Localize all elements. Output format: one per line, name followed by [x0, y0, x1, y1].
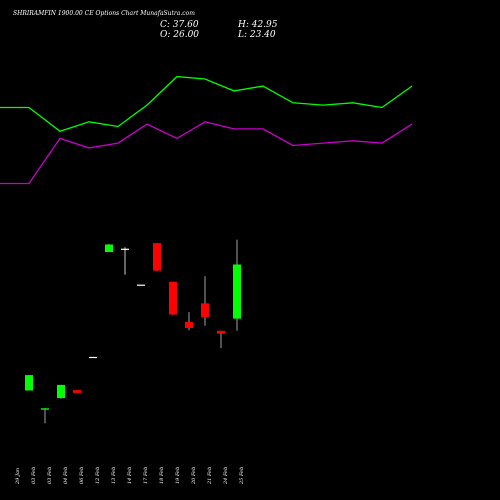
x-tick-label: 19 Feb	[175, 467, 181, 484]
x-tick-label: 13 Feb	[111, 467, 117, 484]
high-value: H: 42.95	[238, 20, 278, 30]
candle-6	[105, 244, 113, 252]
x-tick-label: 12 Feb	[95, 467, 101, 484]
x-tick-label: 25 Feb	[239, 467, 245, 485]
x-tick-label: 18 Feb	[159, 467, 165, 484]
candle-1	[25, 375, 33, 391]
candle-body	[137, 284, 145, 286]
candle-13	[217, 330, 225, 349]
candle-11	[185, 312, 193, 331]
candle-12	[201, 276, 209, 326]
chart-title: SHRIRAMFIN 1900.00 CE Options Chart Muna…	[13, 10, 195, 17]
x-tick-label: 03 Feb	[47, 467, 53, 484]
candle-body	[201, 303, 209, 318]
candle-5	[89, 356, 97, 359]
candle-body	[41, 408, 49, 410]
candle-body	[57, 384, 65, 398]
close-value: C: 37.60	[160, 20, 199, 30]
candle-body	[73, 390, 81, 393]
x-tick-label: 29 Jan	[15, 468, 21, 485]
x-tick-label: 24 Feb	[223, 467, 229, 485]
candle-10	[169, 281, 177, 315]
candle-7	[121, 247, 129, 275]
candle-body	[105, 244, 113, 252]
moving-average-lines	[0, 75, 413, 185]
candle-body	[25, 375, 33, 391]
candle-body	[169, 281, 177, 315]
x-tick-label: 03 Feb	[31, 467, 37, 484]
low-value: L: 23.40	[238, 30, 276, 40]
candle-3	[57, 384, 65, 399]
line-series-1	[0, 75, 413, 133]
candle-body	[89, 356, 97, 359]
line-series-2	[0, 121, 413, 185]
candle-9	[153, 243, 161, 272]
x-tick-label: 06 Feb	[79, 467, 85, 484]
candle-2	[41, 408, 49, 424]
x-tick-label: 14 Feb	[127, 467, 133, 484]
x-tick-label: 21 Feb	[207, 467, 213, 485]
candle-body	[185, 321, 193, 328]
candle-body	[217, 330, 225, 334]
x-tick-label: 20 Feb	[191, 467, 197, 485]
candle-14	[233, 239, 241, 331]
candles	[25, 239, 241, 424]
candle-body	[153, 243, 161, 271]
x-tick-label: 04 Feb	[63, 467, 69, 484]
x-axis-labels: 29 Jan 03 Feb 03 Feb 04 Feb 06 Feb 12 Feb 13 F…	[15, 467, 245, 485]
x-tick-label: 17 Feb	[143, 467, 149, 484]
candle-4	[73, 390, 81, 393]
candle-8	[137, 284, 145, 286]
candle-body	[233, 264, 241, 319]
candle-body	[121, 248, 129, 250]
open-value: O: 26.00	[160, 30, 200, 40]
